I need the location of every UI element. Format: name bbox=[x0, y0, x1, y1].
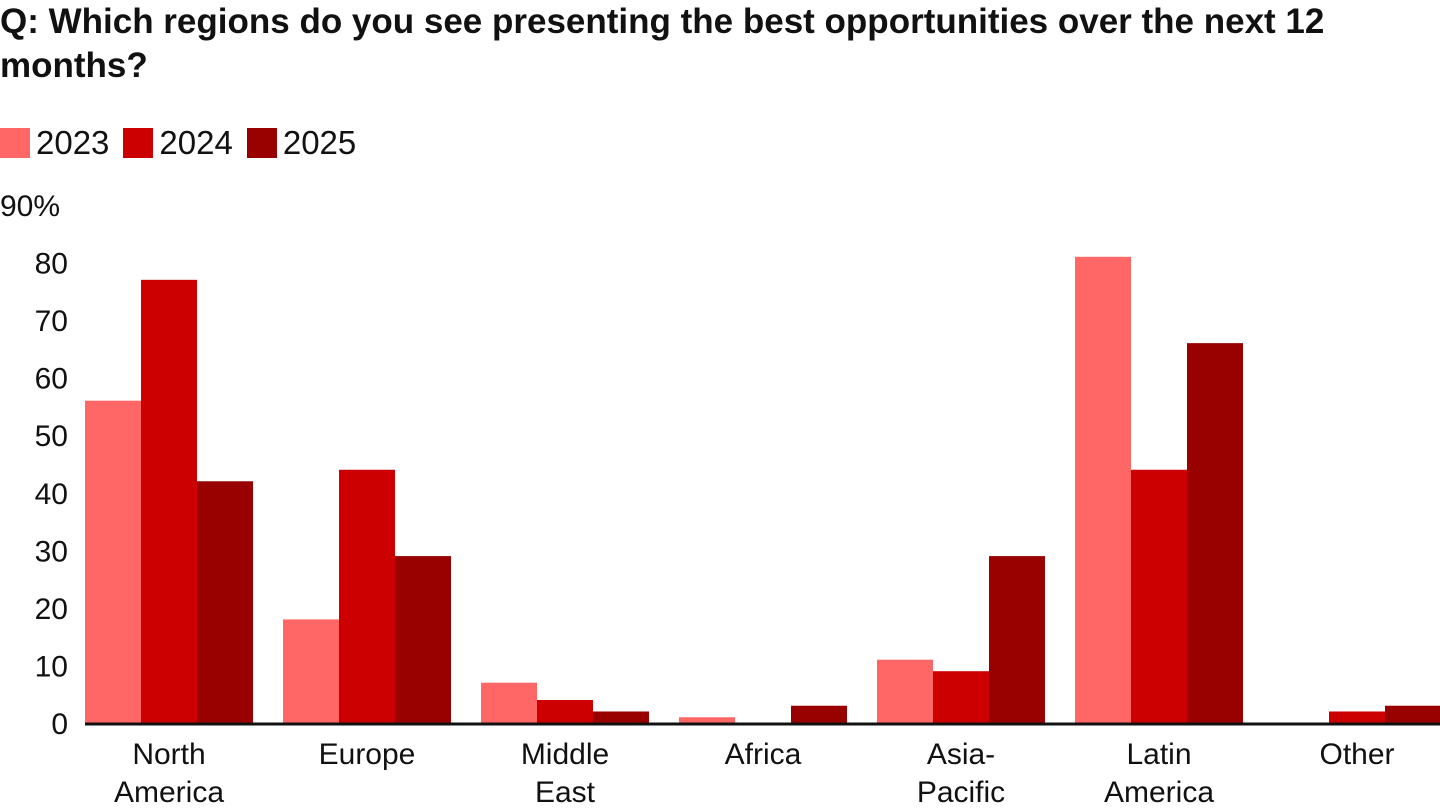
bar-2023 bbox=[877, 659, 933, 723]
y-tick-label: 90% bbox=[0, 190, 60, 223]
bar-2023 bbox=[85, 400, 141, 723]
chart-title: Q: Which regions do you see presenting t… bbox=[0, 2, 1325, 85]
bar-2025 bbox=[593, 711, 649, 723]
bar-2023 bbox=[283, 619, 339, 723]
x-tick-label: America bbox=[114, 776, 224, 809]
legend-item-2024: 2024 bbox=[123, 124, 233, 162]
bar-2024 bbox=[339, 469, 395, 723]
y-tick-label: 40 bbox=[35, 478, 68, 511]
x-tick-label: Pacific bbox=[917, 776, 1005, 809]
bar-2025 bbox=[791, 705, 847, 723]
y-tick-label: 50 bbox=[35, 420, 68, 453]
bar-2024 bbox=[141, 279, 197, 723]
x-tick-label: East bbox=[535, 776, 596, 809]
bar-2024 bbox=[1329, 711, 1385, 723]
x-tick-label: Africa bbox=[725, 738, 802, 771]
x-tick-label: Middle bbox=[521, 738, 609, 771]
bar-2023 bbox=[1075, 256, 1131, 723]
y-tick-label: 20 bbox=[35, 593, 68, 626]
bar-2025 bbox=[1187, 343, 1243, 723]
bar-2024 bbox=[1131, 469, 1187, 723]
bar-2025 bbox=[989, 556, 1045, 723]
y-tick-label: 70 bbox=[35, 305, 68, 338]
legend-swatch bbox=[0, 128, 30, 158]
legend-item-2023: 2023 bbox=[0, 124, 109, 162]
legend-label: 2023 bbox=[36, 124, 110, 161]
y-tick-label: 10 bbox=[35, 650, 68, 683]
bar-2024 bbox=[933, 671, 989, 723]
x-tick-label: Asia- bbox=[927, 738, 995, 771]
x-tick-label: North bbox=[132, 738, 205, 771]
y-tick-label: 60 bbox=[35, 363, 68, 396]
x-tick-label: Latin bbox=[1126, 738, 1191, 771]
bar-2024 bbox=[537, 699, 593, 723]
bar-2023 bbox=[679, 717, 735, 723]
bar-2023 bbox=[481, 682, 537, 723]
bar-2025 bbox=[197, 481, 253, 723]
y-tick-label: 30 bbox=[35, 535, 68, 568]
legend-swatch bbox=[246, 128, 277, 158]
legend-label: 2024 bbox=[159, 124, 233, 161]
legend-label: 2025 bbox=[282, 124, 357, 161]
y-tick-label: 80 bbox=[35, 248, 68, 281]
x-tick-label: Other bbox=[1319, 738, 1394, 771]
bar-2025 bbox=[1385, 705, 1440, 723]
x-tick-label: America bbox=[1104, 776, 1214, 809]
legend-item-2025: 2025 bbox=[246, 124, 357, 162]
x-tick-label: Europe bbox=[319, 738, 416, 771]
y-tick-label: 0 bbox=[51, 708, 68, 741]
legend-swatch bbox=[123, 128, 154, 158]
bar-2025 bbox=[395, 556, 451, 723]
legend: 2023 2024 2025 bbox=[0, 124, 356, 162]
